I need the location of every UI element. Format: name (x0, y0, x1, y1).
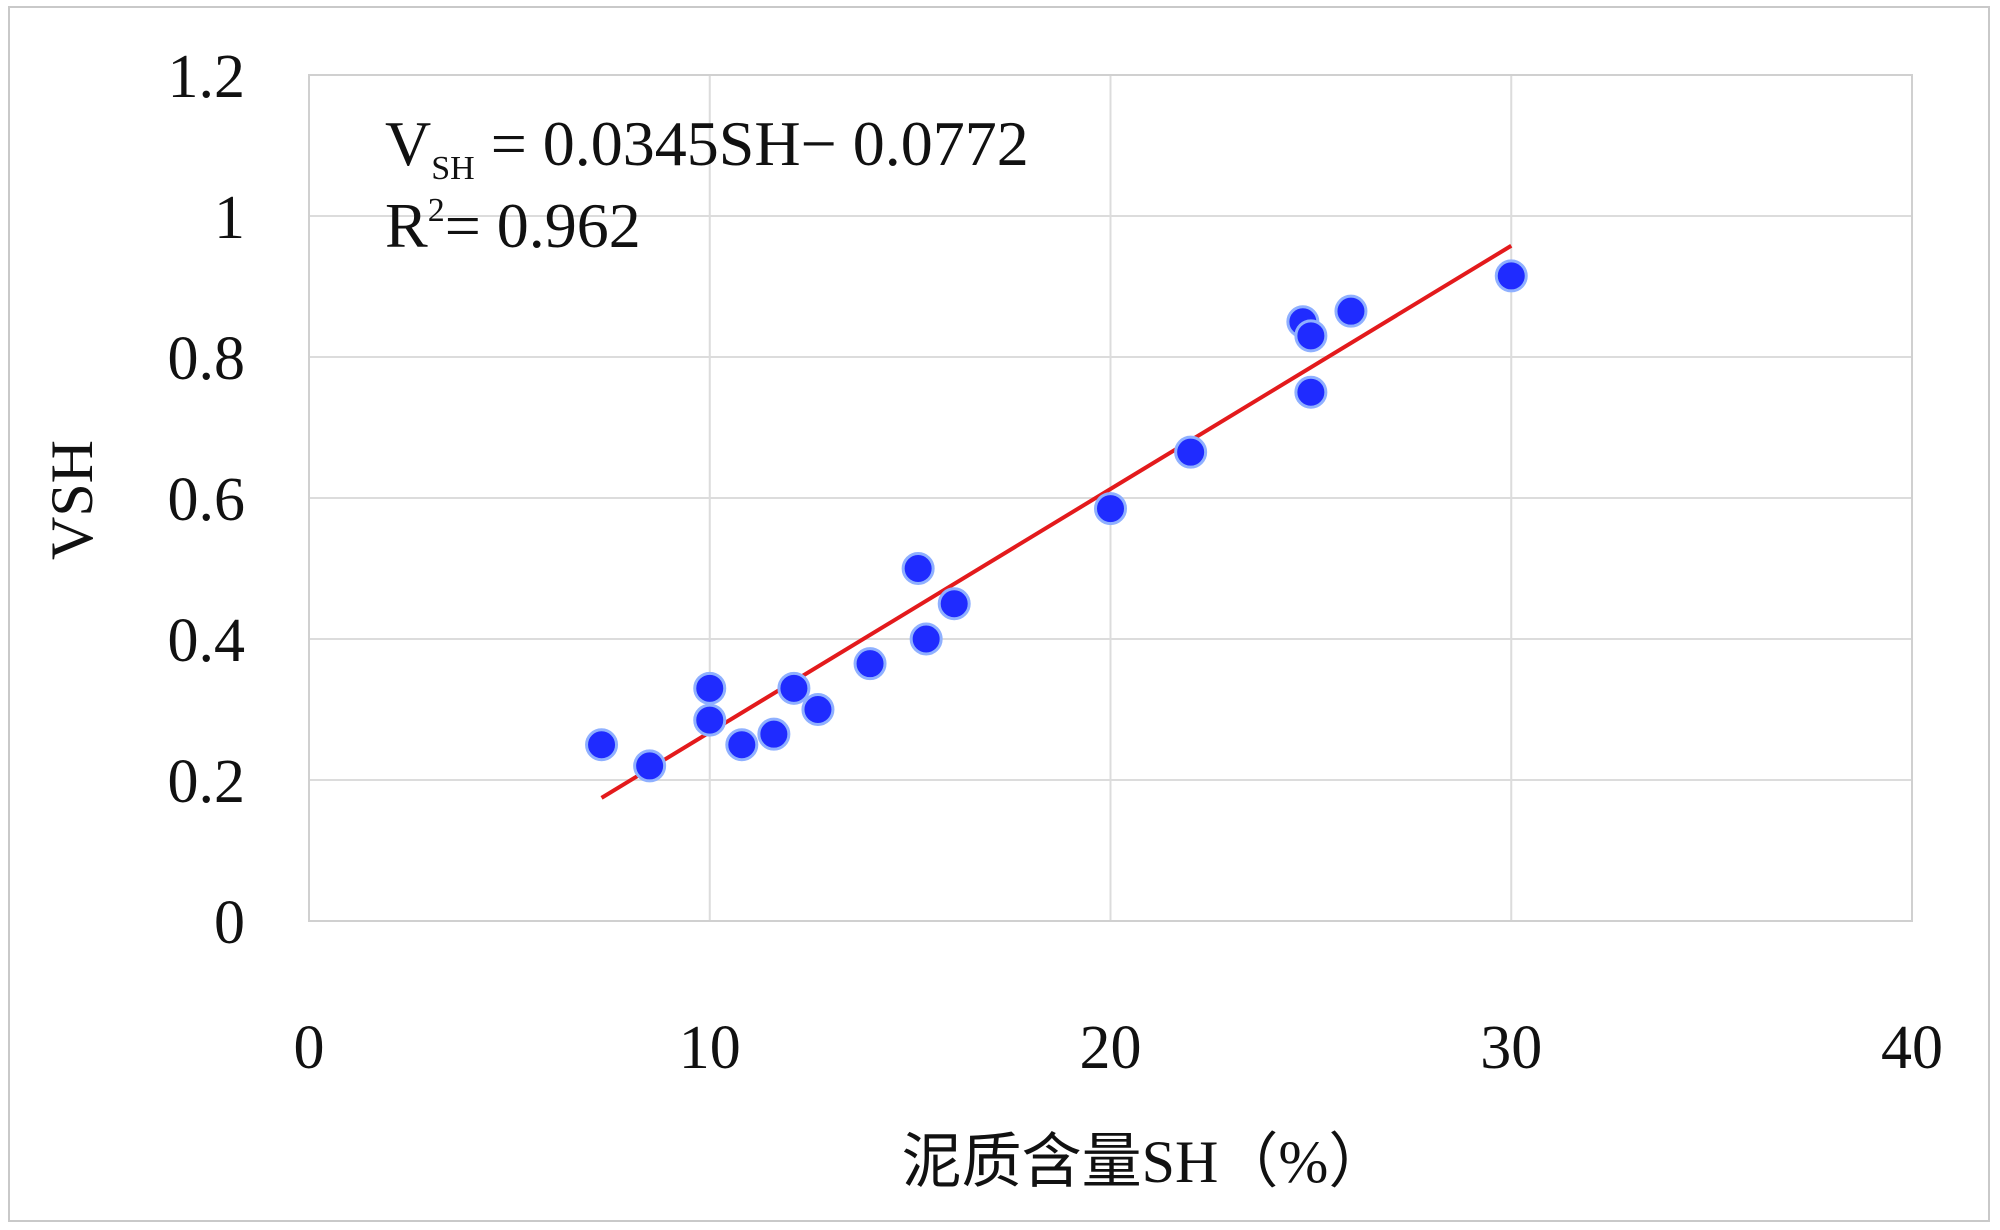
y-tick-label: 0.4 (168, 607, 246, 675)
x-axis-title: 泥质含量SH（%） (902, 1129, 1389, 1195)
data-point (693, 703, 727, 737)
data-point (1294, 319, 1328, 353)
data-point (901, 552, 935, 585)
tick-labels-layer: 0 10 20 30 40 0 0.2 0.4 0.6 0.8 1 1.2 (168, 43, 1944, 1082)
data-point (1294, 375, 1328, 409)
y-tick-label: 1.2 (168, 43, 246, 111)
x-tick-label: 0 (294, 1014, 325, 1082)
y-tick-label: 1 (214, 184, 245, 252)
data-point (757, 717, 791, 751)
data-point (693, 671, 727, 705)
data-point (1174, 435, 1208, 469)
data-point (725, 728, 759, 762)
trendline (600, 244, 1513, 800)
x-tick-label: 30 (1480, 1014, 1542, 1082)
x-tick-label: 10 (679, 1014, 741, 1082)
plot-area-border (308, 74, 1913, 922)
y-axis-title: VSH (39, 440, 105, 560)
data-point (1494, 259, 1528, 293)
data-point (1094, 492, 1127, 526)
y-tick-label: 0.8 (168, 325, 246, 393)
data-point (585, 728, 619, 762)
data-point (853, 647, 887, 681)
trendline-layer (600, 244, 1513, 800)
data-point (633, 749, 667, 783)
chart-frame (8, 6, 1990, 1222)
r-squared-label: R2= 0.962 (385, 190, 641, 261)
y-tick-label: 0.2 (168, 748, 246, 816)
data-point (909, 622, 943, 656)
data-point (1334, 294, 1368, 328)
x-tick-label: 40 (1881, 1014, 1943, 1082)
x-tick-label: 20 (1080, 1014, 1142, 1082)
data-point (937, 587, 971, 621)
regression-equation: VSH = 0.0345SH− 0.0772 (385, 108, 1029, 187)
data-points-layer (585, 259, 1528, 783)
data-point (777, 671, 811, 705)
y-tick-label: 0.6 (168, 466, 246, 534)
y-tick-label: 0 (214, 889, 245, 957)
data-point (801, 693, 835, 726)
